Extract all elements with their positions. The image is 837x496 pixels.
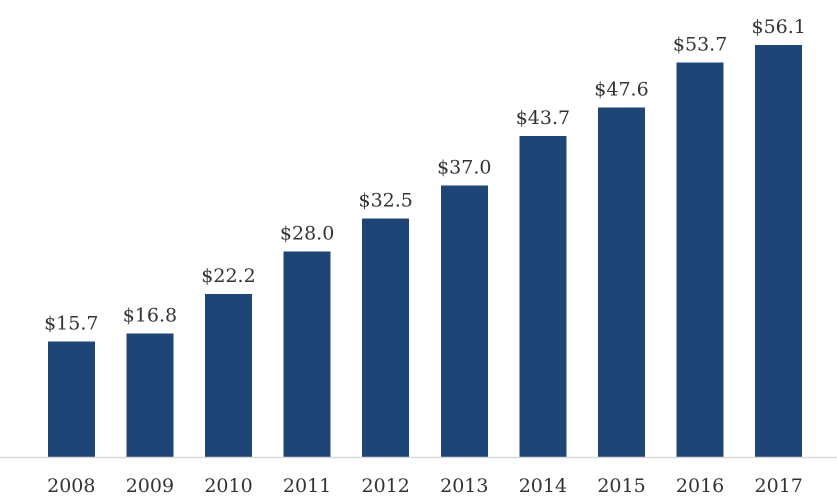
bars-group xyxy=(47,45,803,458)
bar-2015 xyxy=(598,107,645,458)
x-tick-label-2014: 2014 xyxy=(519,475,567,496)
x-tick-label-2017: 2017 xyxy=(755,475,803,496)
bar-2010 xyxy=(205,294,252,457)
bar-2009 xyxy=(126,333,174,457)
bar-2016 xyxy=(676,62,724,457)
x-tick-labels-group: 2008 2009 2010 2011 2012 2013 2014 2015 2016 2017 xyxy=(47,475,803,496)
value-label-2015: $47.6 xyxy=(594,78,648,100)
value-label-2017: $56.1 xyxy=(751,16,805,38)
bar-2012 xyxy=(362,218,410,457)
value-label-2012: $32.5 xyxy=(358,189,412,211)
value-label-2013: $37.0 xyxy=(437,156,491,178)
x-tick-label-2009: 2009 xyxy=(126,475,174,496)
x-tick-label-2012: 2012 xyxy=(362,475,410,496)
x-tick-label-2015: 2015 xyxy=(597,475,645,496)
x-tick-label-2011: 2011 xyxy=(283,475,331,496)
bar-2014 xyxy=(519,136,567,457)
value-label-2010: $22.2 xyxy=(201,265,255,287)
x-tick-label-2010: 2010 xyxy=(204,475,252,496)
bar-2017 xyxy=(755,45,803,457)
x-tick-label-2008: 2008 xyxy=(47,475,95,496)
value-label-2011: $28.0 xyxy=(280,222,334,244)
bar-2011 xyxy=(283,251,331,457)
value-label-2009: $16.8 xyxy=(123,305,177,327)
value-labels-group: $15.7 $16.8 $22.2 $28.0 $32.5 $37.0 $43.7 $47.6… xyxy=(44,16,806,335)
value-label-2008: $15.7 xyxy=(44,313,98,335)
value-label-2016: $53.7 xyxy=(673,34,727,56)
bar-2008 xyxy=(47,341,95,457)
x-tick-label-2013: 2013 xyxy=(440,475,488,496)
x-tick-label-2016: 2016 xyxy=(676,475,724,496)
bar-2013 xyxy=(440,185,488,458)
value-label-2014: $43.7 xyxy=(516,107,570,129)
